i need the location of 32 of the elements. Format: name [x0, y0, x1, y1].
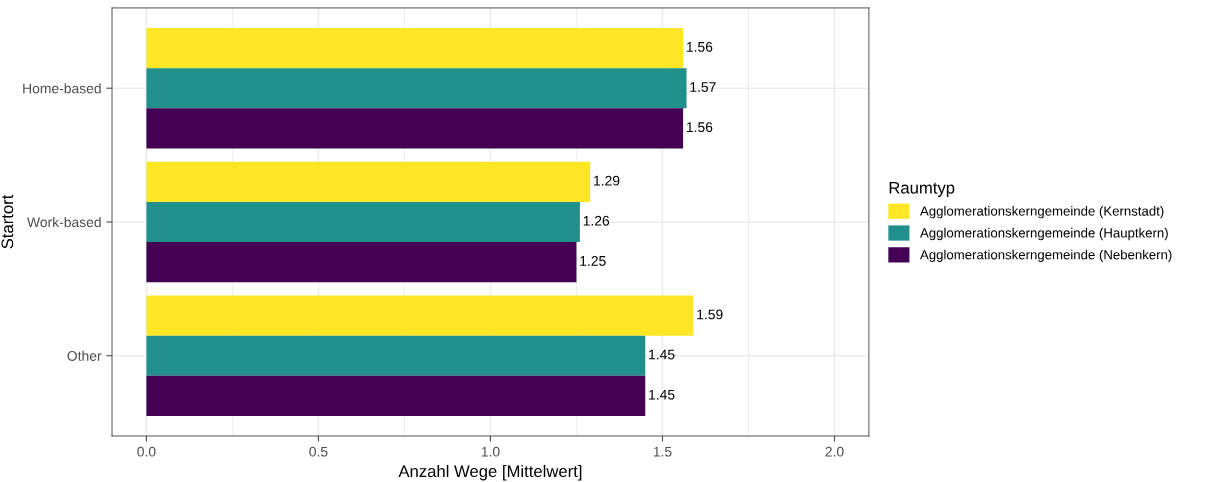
x-tick-label: 1.0: [481, 446, 500, 457]
legend-label: Agglomerationskerngemeinde (Hauptkern): [920, 227, 1168, 241]
data-label: 1.45: [649, 349, 675, 360]
x-tick-label: 0.0: [137, 446, 156, 457]
x-tick-label: 1.5: [653, 446, 672, 457]
bar: [146, 161, 591, 202]
legend-label: Agglomerationskerngemeinde (Kernstadt): [920, 206, 1164, 219]
data-label: 1.56: [686, 41, 713, 52]
data-label: 1.29: [594, 175, 620, 186]
data-label: 1.57: [690, 82, 716, 92]
y-tick-label: Home-based: [23, 83, 101, 94]
bar: [146, 335, 646, 376]
bar: [146, 68, 687, 109]
data-label: 1.26: [583, 215, 610, 226]
y-tick-label: Other: [67, 350, 102, 361]
y-tick-label: Work-based: [27, 216, 101, 228]
bar: [146, 201, 580, 243]
legend-title: Raumtyp: [889, 182, 955, 197]
bar: [146, 375, 646, 416]
y-axis-title: Startort: [1, 194, 14, 249]
data-label: 1.56: [686, 122, 713, 133]
bar: [146, 108, 684, 149]
bar: [146, 242, 577, 283]
data-label: 1.45: [649, 389, 675, 400]
x-tick-label: 2.0: [825, 446, 844, 457]
bar: [146, 28, 684, 69]
data-label: 1.25: [580, 255, 606, 266]
data-label: 1.59: [697, 309, 723, 320]
x-axis-title: Anzahl Wege [Mittelwert]: [398, 464, 582, 481]
legend-label: Agglomerationskerngemeinde (Nebenkern): [920, 249, 1172, 262]
bar: [146, 295, 694, 336]
x-tick-label: 0.5: [309, 446, 328, 457]
